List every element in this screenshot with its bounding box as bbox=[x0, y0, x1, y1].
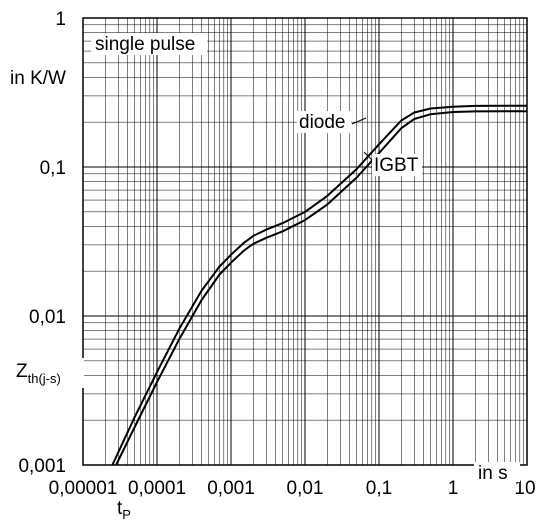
x-axis-unit: in s bbox=[478, 463, 508, 484]
y-tick-labels: 0,001 0,01 0,1 1 bbox=[18, 9, 66, 477]
series-label-igbt: IGBT bbox=[374, 155, 419, 176]
y-label-bg bbox=[14, 358, 84, 388]
x-tick-label: 0,01 bbox=[287, 478, 324, 499]
x-tick-label: 0,0001 bbox=[128, 478, 186, 499]
y-tick-label: 0,001 bbox=[18, 456, 66, 477]
plot-frame bbox=[82, 17, 528, 466]
x-tick-label: 1 bbox=[448, 478, 459, 499]
annotation-single-pulse: single pulse bbox=[95, 34, 195, 55]
x-tick-label: 0,00001 bbox=[49, 478, 118, 499]
y-tick-label: 0,1 bbox=[40, 158, 66, 179]
x-axis-label-sub: P bbox=[122, 507, 131, 522]
y-tick-label: 0,01 bbox=[29, 307, 66, 328]
y-axis-label: Zth(j-s) bbox=[16, 361, 61, 386]
y-unit-bg bbox=[0, 66, 80, 88]
annotation-bg bbox=[91, 33, 207, 55]
y-axis-unit: in K/W bbox=[10, 68, 66, 89]
series-group bbox=[111, 104, 527, 466]
diode-label-bg bbox=[297, 111, 351, 133]
series-line-diode bbox=[111, 104, 527, 466]
y-tick-label: 1 bbox=[55, 9, 66, 30]
x-tick-label: 0,001 bbox=[207, 478, 255, 499]
x-axis-label-main: t bbox=[117, 498, 123, 519]
y-axis-label-main: Z bbox=[16, 361, 28, 382]
igbt-label-bg bbox=[372, 154, 422, 176]
x-axis-label: tP bbox=[117, 498, 131, 522]
x-unit-bg bbox=[474, 462, 520, 482]
x-tick-label: 10 bbox=[514, 478, 535, 499]
x-tick-labels: 0,00001 0,0001 0,001 0,01 0,1 1 10 bbox=[49, 478, 536, 499]
series-line-igbt bbox=[115, 110, 527, 466]
y-axis-label-sub: th(j-s) bbox=[28, 371, 61, 386]
leader-diode bbox=[351, 117, 367, 125]
x-tick-label: 0,1 bbox=[366, 478, 392, 499]
series-label-diode: diode bbox=[299, 112, 346, 133]
leader-igbt bbox=[363, 151, 373, 161]
grid bbox=[82, 18, 527, 466]
